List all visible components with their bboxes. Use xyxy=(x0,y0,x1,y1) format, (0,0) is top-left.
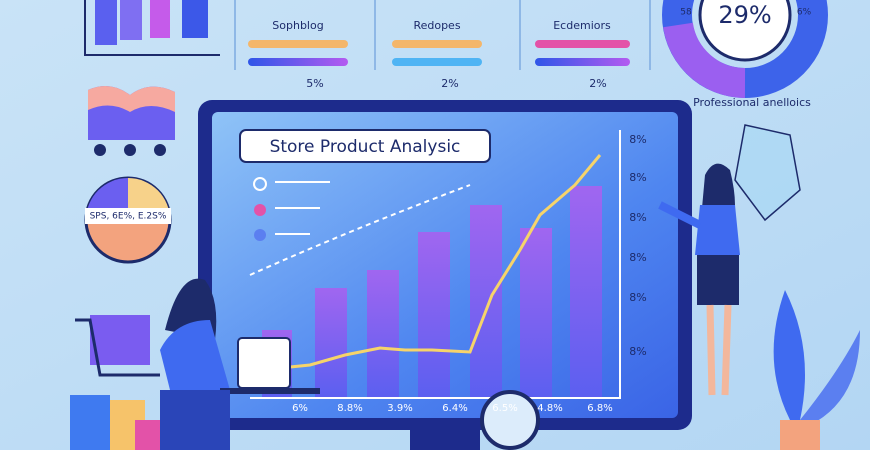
seated-woman xyxy=(160,278,320,450)
standing-woman xyxy=(658,163,740,396)
dividers xyxy=(234,0,651,70)
y-axis-label: 8% xyxy=(629,345,646,358)
pie-label: SPS, 6E%, E.2S% xyxy=(90,212,167,222)
caption: Professional anelloics xyxy=(693,96,811,109)
y-axis-label: 8% xyxy=(629,291,646,304)
stat-value: 2% xyxy=(441,77,458,90)
stat-label: Sophblog xyxy=(272,19,323,32)
stat-label: Ecdemiors xyxy=(553,19,611,32)
mini-bars xyxy=(84,0,220,56)
trend-line xyxy=(259,154,602,372)
y-axis-label: 8% xyxy=(629,251,646,264)
screen-axes xyxy=(250,130,621,399)
stat-value: 5% xyxy=(306,77,323,90)
stat-bars xyxy=(248,40,630,66)
x-axis-label: 4.8% xyxy=(537,403,562,414)
legend-dots xyxy=(253,177,330,241)
x-axis-label: 3.9% xyxy=(387,403,412,414)
donut-side-label: 6% xyxy=(797,8,812,18)
donut-side-label: 58 xyxy=(680,8,692,18)
stat-label: Redopes xyxy=(413,19,460,32)
screen-bars xyxy=(262,186,602,398)
donut xyxy=(662,0,828,98)
x-axis-label: 6.5% xyxy=(492,403,517,414)
x-axis-label: 6% xyxy=(292,403,308,414)
dashed-line xyxy=(249,184,471,276)
donut-value: 29% xyxy=(718,1,771,29)
pie xyxy=(84,176,172,264)
monitor-stand xyxy=(410,430,480,450)
y-axis-label: 8% xyxy=(629,171,646,184)
geo-shape xyxy=(734,124,801,222)
x-axis-label: 6.8% xyxy=(587,403,612,414)
y-axis-label: 8% xyxy=(629,133,646,146)
cart-graphic xyxy=(88,86,175,156)
shopping-bags xyxy=(70,315,160,450)
x-axis-label: 6.4% xyxy=(442,403,467,414)
x-axis-label: 8.8% xyxy=(337,403,362,414)
title-box xyxy=(239,129,491,163)
magnifier xyxy=(480,390,540,450)
plant xyxy=(773,290,860,450)
screen-title: Store Product Analysic xyxy=(270,137,461,157)
y-axis-label: 8% xyxy=(629,211,646,224)
stat-value: 2% xyxy=(589,77,606,90)
